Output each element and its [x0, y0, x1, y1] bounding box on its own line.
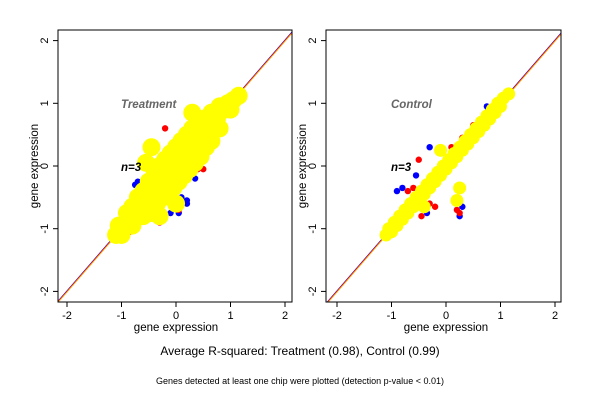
data-point [453, 181, 467, 195]
y-tick-label: 2 [307, 38, 319, 44]
data-point [150, 207, 169, 226]
data-point [418, 212, 425, 220]
data-point [183, 103, 202, 122]
panel-title: Control [391, 99, 433, 111]
data-point [434, 143, 448, 157]
data-point [431, 203, 439, 210]
data-point [161, 125, 169, 132]
data-point [456, 209, 463, 217]
x-axis-label: gene expression [134, 322, 218, 334]
data-point [137, 153, 156, 172]
panel-title: Treatment [121, 99, 178, 111]
detection-note: Genes detected at least one chip were pl… [156, 376, 444, 386]
y-tick-label: -1 [39, 224, 51, 234]
y-tick-label: 0 [39, 163, 51, 169]
x-tick-label: -2 [332, 310, 342, 322]
data-point [229, 86, 248, 105]
y-tick-label: -1 [307, 224, 319, 234]
r-squared-summary: Average R-squared: Treatment (0.98), Con… [160, 344, 439, 358]
x-tick-label: 1 [227, 310, 233, 322]
data-point [417, 200, 431, 214]
y-axis-label: gene expression [297, 124, 309, 208]
x-tick-label: 2 [552, 310, 558, 322]
sample-count-label: n=3 [121, 162, 142, 174]
y-tick-label: 0 [307, 163, 319, 169]
plot-area [58, 31, 292, 302]
data-point [210, 119, 229, 138]
x-tick-label: 2 [282, 310, 288, 322]
y-tick-label: 1 [307, 100, 319, 106]
y-axis-label: gene expression [29, 124, 41, 208]
x-axis-label: gene expression [404, 322, 488, 334]
data-point [426, 143, 433, 151]
data-point [404, 187, 412, 195]
sample-count-label: n=3 [391, 162, 412, 174]
data-point [415, 156, 422, 163]
data-point [502, 87, 516, 101]
x-tick-label: -1 [117, 310, 127, 322]
data-point [410, 184, 417, 192]
data-point [393, 187, 401, 195]
x-tick-label: -1 [387, 310, 397, 322]
y-tick-label: 1 [39, 100, 51, 106]
data-point [142, 138, 161, 157]
control-panel: -2 -2 -1 -1 0 0 1 1 2 2 gene expression gene expres… [297, 29, 562, 334]
x-tick-label: -2 [62, 310, 72, 322]
data-point [399, 184, 406, 192]
y-tick-label: -2 [39, 287, 51, 297]
data-point [183, 200, 191, 207]
x-tick-label: 1 [497, 310, 503, 322]
x-tick-label: 0 [173, 310, 179, 322]
data-point [196, 131, 215, 150]
data-point [167, 194, 185, 213]
x-tick-label: 0 [443, 310, 449, 322]
y-tick-label: -2 [307, 287, 319, 297]
data-point [412, 172, 420, 179]
data-point [450, 193, 464, 207]
plot-area [326, 32, 561, 302]
y-tick-label: 2 [39, 38, 51, 44]
treatment-panel: -2 -2 -1 -1 0 0 1 1 2 2 gene expression gene expres… [29, 29, 293, 334]
